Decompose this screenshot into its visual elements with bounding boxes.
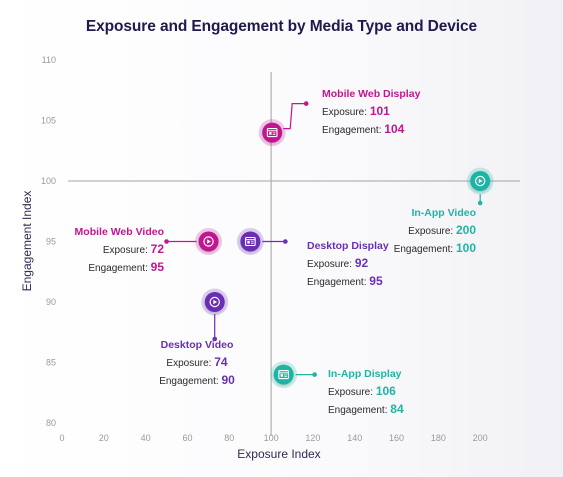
data-point[interactable]: In-App Video Exposure: 200 Engagement: 100 — [394, 167, 494, 256]
data-point[interactable]: In-App Display Exposure: 106 Engagement: 8… — [270, 361, 404, 416]
play-icon — [474, 175, 486, 187]
connector-end-dot — [477, 200, 483, 206]
y-tick-label: 90 — [46, 297, 56, 307]
exposure-label: Exposure: 72 — [103, 242, 164, 256]
connector-end-dot — [303, 101, 309, 106]
display-block — [269, 132, 272, 135]
data-point[interactable]: Mobile Web Video Exposure: 72 Engagement: … — [75, 226, 223, 274]
y-tick-label: 100 — [41, 176, 56, 186]
exposure-value: 106 — [376, 384, 396, 398]
display-frame — [245, 236, 256, 247]
play-ring — [203, 236, 214, 247]
y-tick-label: 110 — [42, 55, 56, 65]
connector-end-dot — [212, 336, 218, 342]
point-name-label: Desktop Video — [161, 339, 234, 351]
y-tick-label: 85 — [46, 358, 56, 368]
point-name-label: Desktop Display — [307, 240, 389, 252]
point-name-label: Mobile Web Display — [322, 88, 421, 100]
axis-ticks: 0 20 40 60 80 100 120 140 160 180 200 80 85 90 95 100 10… — [41, 55, 488, 443]
engagement-label: Engagement: 104 — [322, 122, 405, 136]
x-tick-label: 0 — [59, 433, 64, 443]
point-name-label: In-App Video — [411, 207, 476, 219]
chart-title: Exposure and Engagement by Media Type an… — [85, 18, 478, 35]
exposure-label: Exposure: 200 — [408, 223, 476, 237]
exposure-label: Exposure: 74 — [166, 355, 227, 369]
x-tick-label: 120 — [305, 433, 320, 443]
y-tick-label: 80 — [46, 418, 56, 428]
exposure-label: Exposure: 92 — [307, 256, 368, 270]
x-tick-label: 20 — [99, 433, 109, 443]
x-tick-label: 40 — [141, 433, 151, 443]
connector-end-dot — [283, 239, 288, 244]
engagement-label: Engagement: 95 — [88, 260, 164, 274]
point-name-label: In-App Display — [328, 368, 402, 380]
play-triangle — [207, 239, 211, 244]
exposure-value: 200 — [456, 223, 476, 237]
exposure-value: 72 — [151, 242, 165, 256]
engagement-value: 84 — [390, 402, 404, 416]
y-axis-label: Engagement Index — [20, 191, 34, 292]
exposure-value: 92 — [355, 256, 369, 270]
play-icon — [209, 296, 220, 308]
data-points: Mobile Web Display Exposure: 101 Engagemen… — [75, 88, 494, 416]
x-tick-label: 200 — [473, 433, 488, 443]
play-ring — [209, 296, 220, 308]
engagement-label: Engagement: 95 — [307, 274, 383, 288]
engagement-value: 104 — [384, 122, 404, 136]
exposure-value: 101 — [370, 104, 390, 118]
play-triangle — [478, 178, 483, 184]
exposure-label: Exposure: 106 — [328, 384, 396, 398]
exposure-value: 74 — [214, 355, 228, 369]
play-triangle — [213, 299, 218, 305]
play-ring — [474, 175, 486, 187]
engagement-value: 95 — [151, 260, 165, 274]
connector-end-dot — [312, 372, 317, 377]
display-frame — [278, 370, 289, 380]
engagement-value: 100 — [456, 241, 476, 255]
x-tick-label: 140 — [347, 433, 362, 443]
x-tick-label: 60 — [182, 433, 192, 443]
x-axis-label: Exposure Index — [237, 447, 320, 461]
x-tick-label: 160 — [389, 433, 404, 443]
engagement-label: Engagement: 90 — [159, 373, 235, 387]
x-tick-label: 180 — [431, 433, 446, 443]
display-icon — [278, 370, 289, 380]
marker-circle — [262, 122, 283, 143]
y-tick-label: 95 — [46, 237, 56, 247]
connector-end-dot — [164, 239, 169, 244]
exposure-label: Exposure: 101 — [322, 104, 390, 118]
engagement-value: 90 — [221, 373, 235, 387]
data-point[interactable]: Desktop Video Exposure: 74 Engagement: 90 — [159, 288, 235, 388]
display-icon — [245, 236, 256, 247]
x-tick-label: 80 — [224, 433, 234, 443]
engagement-label: Engagement: 84 — [328, 402, 404, 416]
display-frame — [266, 128, 278, 138]
marker-circle — [240, 231, 261, 252]
point-name-label: Mobile Web Video — [75, 226, 164, 238]
data-point[interactable]: Desktop Display Exposure: 92 Engagement: 9… — [236, 228, 389, 288]
x-tick-label: 100 — [264, 433, 279, 443]
y-tick-label: 105 — [41, 116, 56, 126]
engagement-label: Engagement: 100 — [394, 241, 477, 255]
play-icon — [203, 236, 214, 247]
display-block — [247, 241, 250, 244]
engagement-value: 95 — [369, 274, 383, 288]
data-point[interactable]: Mobile Web Display Exposure: 101 Engagemen… — [258, 88, 421, 147]
display-block — [280, 374, 284, 377]
display-icon — [266, 128, 278, 138]
marker-circle — [273, 364, 294, 385]
connector-line — [283, 103, 307, 130]
